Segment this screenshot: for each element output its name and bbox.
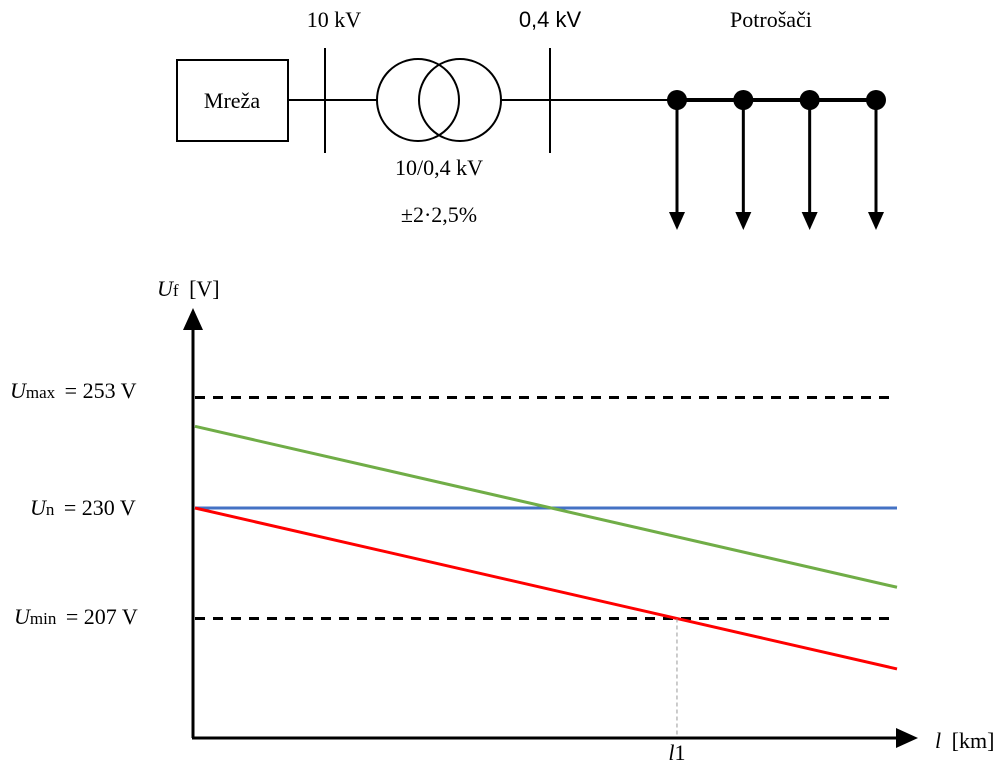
x-axis-arrow — [896, 728, 918, 748]
transformer-ratio: 10/0,4 kV — [395, 155, 483, 180]
grid-box — [176, 59, 289, 142]
consumer-1-load-arrow — [669, 212, 685, 230]
level-label-umin: Umin = 207 V — [14, 604, 138, 629]
umax-value: = 253 V — [65, 378, 137, 403]
umax-symbol: U — [10, 378, 28, 403]
voltage-chart: Uf [V] l [km] l1 Umax = 253 V Un = 230 V… — [10, 276, 994, 765]
transformer-primary-winding — [376, 58, 460, 142]
raised-tap-voltage-line — [194, 424, 898, 589]
y-axis-unit: [V] — [189, 276, 220, 301]
consumer-3-load-arrow — [801, 212, 818, 230]
umin-value: = 207 V — [66, 604, 138, 629]
umin-subscript: min — [30, 609, 57, 628]
busbar-10kv-label: 10 kV — [307, 7, 362, 32]
consumer-4-load-arrow — [868, 212, 884, 230]
l1-label: l1 — [668, 740, 685, 765]
y-axis-label: Uf [V] — [157, 276, 220, 301]
umin-symbol: U — [14, 604, 32, 629]
transformer-symbol — [376, 58, 502, 142]
consumer-2-load-arrow — [735, 212, 752, 230]
voltage-drop-line — [194, 506, 898, 671]
x-axis-symbol: l — [935, 728, 941, 753]
consumer-1-node — [667, 90, 687, 110]
level-labels: Umax = 253 V Un = 230 V Umin = 207 V — [10, 378, 138, 629]
un-symbol: U — [30, 495, 48, 520]
un-value: = 230 V — [64, 495, 136, 520]
busbar-04kv-label: 0,4 kV — [519, 7, 582, 32]
consumer-4-node — [866, 90, 886, 110]
y-axis-subscript: f — [173, 281, 179, 300]
l1-subscript: 1 — [675, 740, 686, 765]
consumers-label: Potrošači — [730, 7, 812, 32]
consumer-loads — [667, 90, 886, 230]
x-axis-label: l [km] — [935, 728, 994, 753]
consumer-2-node — [733, 90, 754, 110]
level-label-un: Un = 230 V — [30, 495, 136, 520]
un-subscript: n — [46, 500, 55, 519]
x-axis-unit: [km] — [952, 728, 995, 753]
reference-lines — [195, 396, 897, 620]
y-axis-symbol: U — [157, 276, 175, 301]
single-line-diagram: Mreža 10 kV 10/0,4 kV ±2·2,5% 0,4 kV Pot… — [176, 7, 886, 230]
umax-subscript: max — [26, 383, 56, 402]
level-label-umax: Umax = 253 V — [10, 378, 137, 403]
consumer-3-node — [799, 90, 820, 110]
grid-box-label: Mreža — [204, 88, 260, 113]
y-axis-arrow — [183, 308, 203, 330]
voltage-series — [194, 424, 898, 671]
transformer-taps: ±2·2,5% — [401, 202, 477, 227]
l1-symbol: l — [668, 740, 674, 765]
